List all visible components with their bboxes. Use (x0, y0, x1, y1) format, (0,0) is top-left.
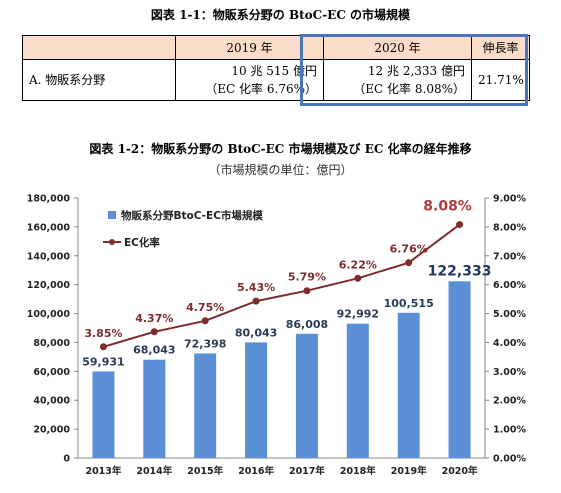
line-point (99, 343, 107, 351)
line-point (303, 287, 311, 295)
x-tick-label: 2017年 (289, 465, 325, 477)
y-right-tick-label: 2.00% (493, 396, 526, 407)
y-left-tick-label: 20,000 (33, 425, 70, 436)
bar (194, 353, 217, 458)
y-right-tick-label: 8.00% (493, 222, 526, 233)
bar (295, 333, 318, 458)
bar (92, 371, 115, 458)
y-right-tick-label: 6.00% (493, 280, 526, 291)
bar-data-label: 80,043 (235, 326, 277, 339)
chart-unit: （市場規模の単位：億円） (208, 163, 353, 177)
ec-market-chart: 0 20,000 40,000 60,000 80,000 100,000 120,000 1… (27, 194, 527, 478)
legend-bar-swatch (108, 211, 116, 219)
chart-axes: 0 20,000 40,000 60,000 80,000 100,000 120,000 1… (27, 194, 527, 478)
bar-data-label: 100,515 (384, 297, 434, 310)
row-label: A. 物販系分野 (22, 59, 176, 101)
cell-2019: 10 兆 515 億円 （EC 化率 6.76%） (175, 59, 324, 101)
line-point (405, 259, 413, 267)
cell-2020-value: 12 兆 2,333 億円 (367, 64, 465, 78)
y-left-tick-label: 180,000 (27, 194, 71, 205)
cell-2020: 12 兆 2,333 億円 （EC 化率 8.08%） (323, 59, 472, 101)
header-2019: 2019 年 (175, 35, 324, 60)
x-tick-label: 2013年 (85, 465, 121, 477)
y-right-tick-label: 1.00% (493, 425, 526, 436)
y-right-tick-label: 9.00% (493, 194, 526, 205)
table-title: 図表 1-1：物販系分野の BtoC-EC の市場規模 (150, 8, 411, 22)
y-left-tick-label: 60,000 (33, 367, 70, 378)
line-data-label: 6.22% (339, 258, 377, 271)
x-tick-label: 2014年 (136, 465, 172, 477)
y-left-tick-label: 120,000 (27, 280, 71, 291)
line-point (456, 221, 464, 229)
x-tick-label: 2016年 (238, 465, 274, 477)
cell-growth: 21.71% (471, 59, 530, 101)
header-blank (22, 35, 176, 60)
y-left-tick-label: 40,000 (33, 396, 70, 407)
y-right-tick-label: 4.00% (493, 338, 526, 349)
y-left-tick-label: 140,000 (27, 251, 71, 262)
line-data-label: 5.43% (237, 281, 275, 294)
bar-series (92, 281, 471, 458)
x-tick-label: 2018年 (340, 465, 376, 477)
bar-data-label: 122,333 (428, 263, 492, 279)
bar (448, 281, 471, 458)
chart-title: 図表 1-2：物販系分野の BtoC-EC 市場規模及び EC 化率の経年推移 (89, 142, 472, 156)
line-data-label: 4.37% (135, 312, 173, 325)
line-data-label: 6.76% (390, 243, 428, 256)
line-point (201, 317, 209, 325)
line-data-label: 3.85% (84, 327, 122, 340)
bar-data-label: 86,008 (286, 318, 328, 331)
bar-data-label: 68,043 (133, 344, 175, 357)
line-data-label: 8.08% (423, 199, 472, 215)
bar-labels: 59,931 68,043 72,398 80,043 86,008 92,992 100,… (82, 263, 491, 368)
x-tick-label: 2020年 (442, 465, 478, 477)
line-data-label: 4.75% (186, 301, 224, 314)
bar (397, 312, 420, 458)
line-point (354, 274, 362, 282)
table-header-row: 2019 年 2020 年 伸長率 (22, 35, 530, 60)
chart-legend: 物販系分野BtoC-EC市場規模 EC化率 (103, 209, 263, 249)
cell-2020-ratio: （EC 化率 8.08%） (353, 82, 465, 96)
y-right-tick-label: 0.00% (493, 454, 526, 465)
y-left-tick-label: 160,000 (27, 222, 71, 233)
bar-data-label: 72,398 (184, 337, 226, 350)
legend-bar-label: 物販系分野BtoC-EC市場規模 (121, 209, 263, 222)
bar (245, 342, 268, 458)
y-right-tick-label: 5.00% (493, 309, 526, 320)
y-left-tick-label: 0 (63, 454, 70, 465)
x-tick-label: 2015年 (187, 465, 223, 477)
line-series (99, 221, 464, 351)
bar-data-label: 59,931 (82, 355, 124, 368)
bar-data-label: 92,992 (337, 308, 379, 321)
market-size-table: 2019 年 2020 年 伸長率 A. 物販系分野 10 兆 515 億円 （… (22, 35, 530, 101)
header-growth: 伸長率 (471, 35, 530, 60)
line-data-label: 5.79% (288, 271, 326, 284)
x-tick-label: 2019年 (391, 465, 427, 477)
table-row: A. 物販系分野 10 兆 515 億円 （EC 化率 6.76%） 12 兆 … (22, 59, 530, 101)
ec-rate-line (103, 223, 461, 348)
legend-line-marker (109, 239, 115, 245)
y-left-tick-label: 100,000 (27, 309, 71, 320)
cell-2019-ratio: （EC 化率 6.76%） (205, 82, 317, 96)
header-2020: 2020 年 (323, 35, 472, 60)
bar (143, 359, 166, 458)
y-left-tick-label: 80,000 (33, 338, 70, 349)
bar (346, 323, 369, 458)
y-right-tick-label: 3.00% (493, 367, 526, 378)
legend-line-label: EC化率 (124, 236, 160, 249)
line-point (150, 328, 158, 336)
y-right-tick-label: 7.00% (493, 251, 526, 262)
line-point (252, 297, 260, 305)
line-labels: 3.85% 4.37% 4.75% 5.43% 5.79% 6.22% 6.76% 8.08% (84, 199, 472, 340)
cell-2019-value: 10 兆 515 億円 (231, 64, 317, 78)
